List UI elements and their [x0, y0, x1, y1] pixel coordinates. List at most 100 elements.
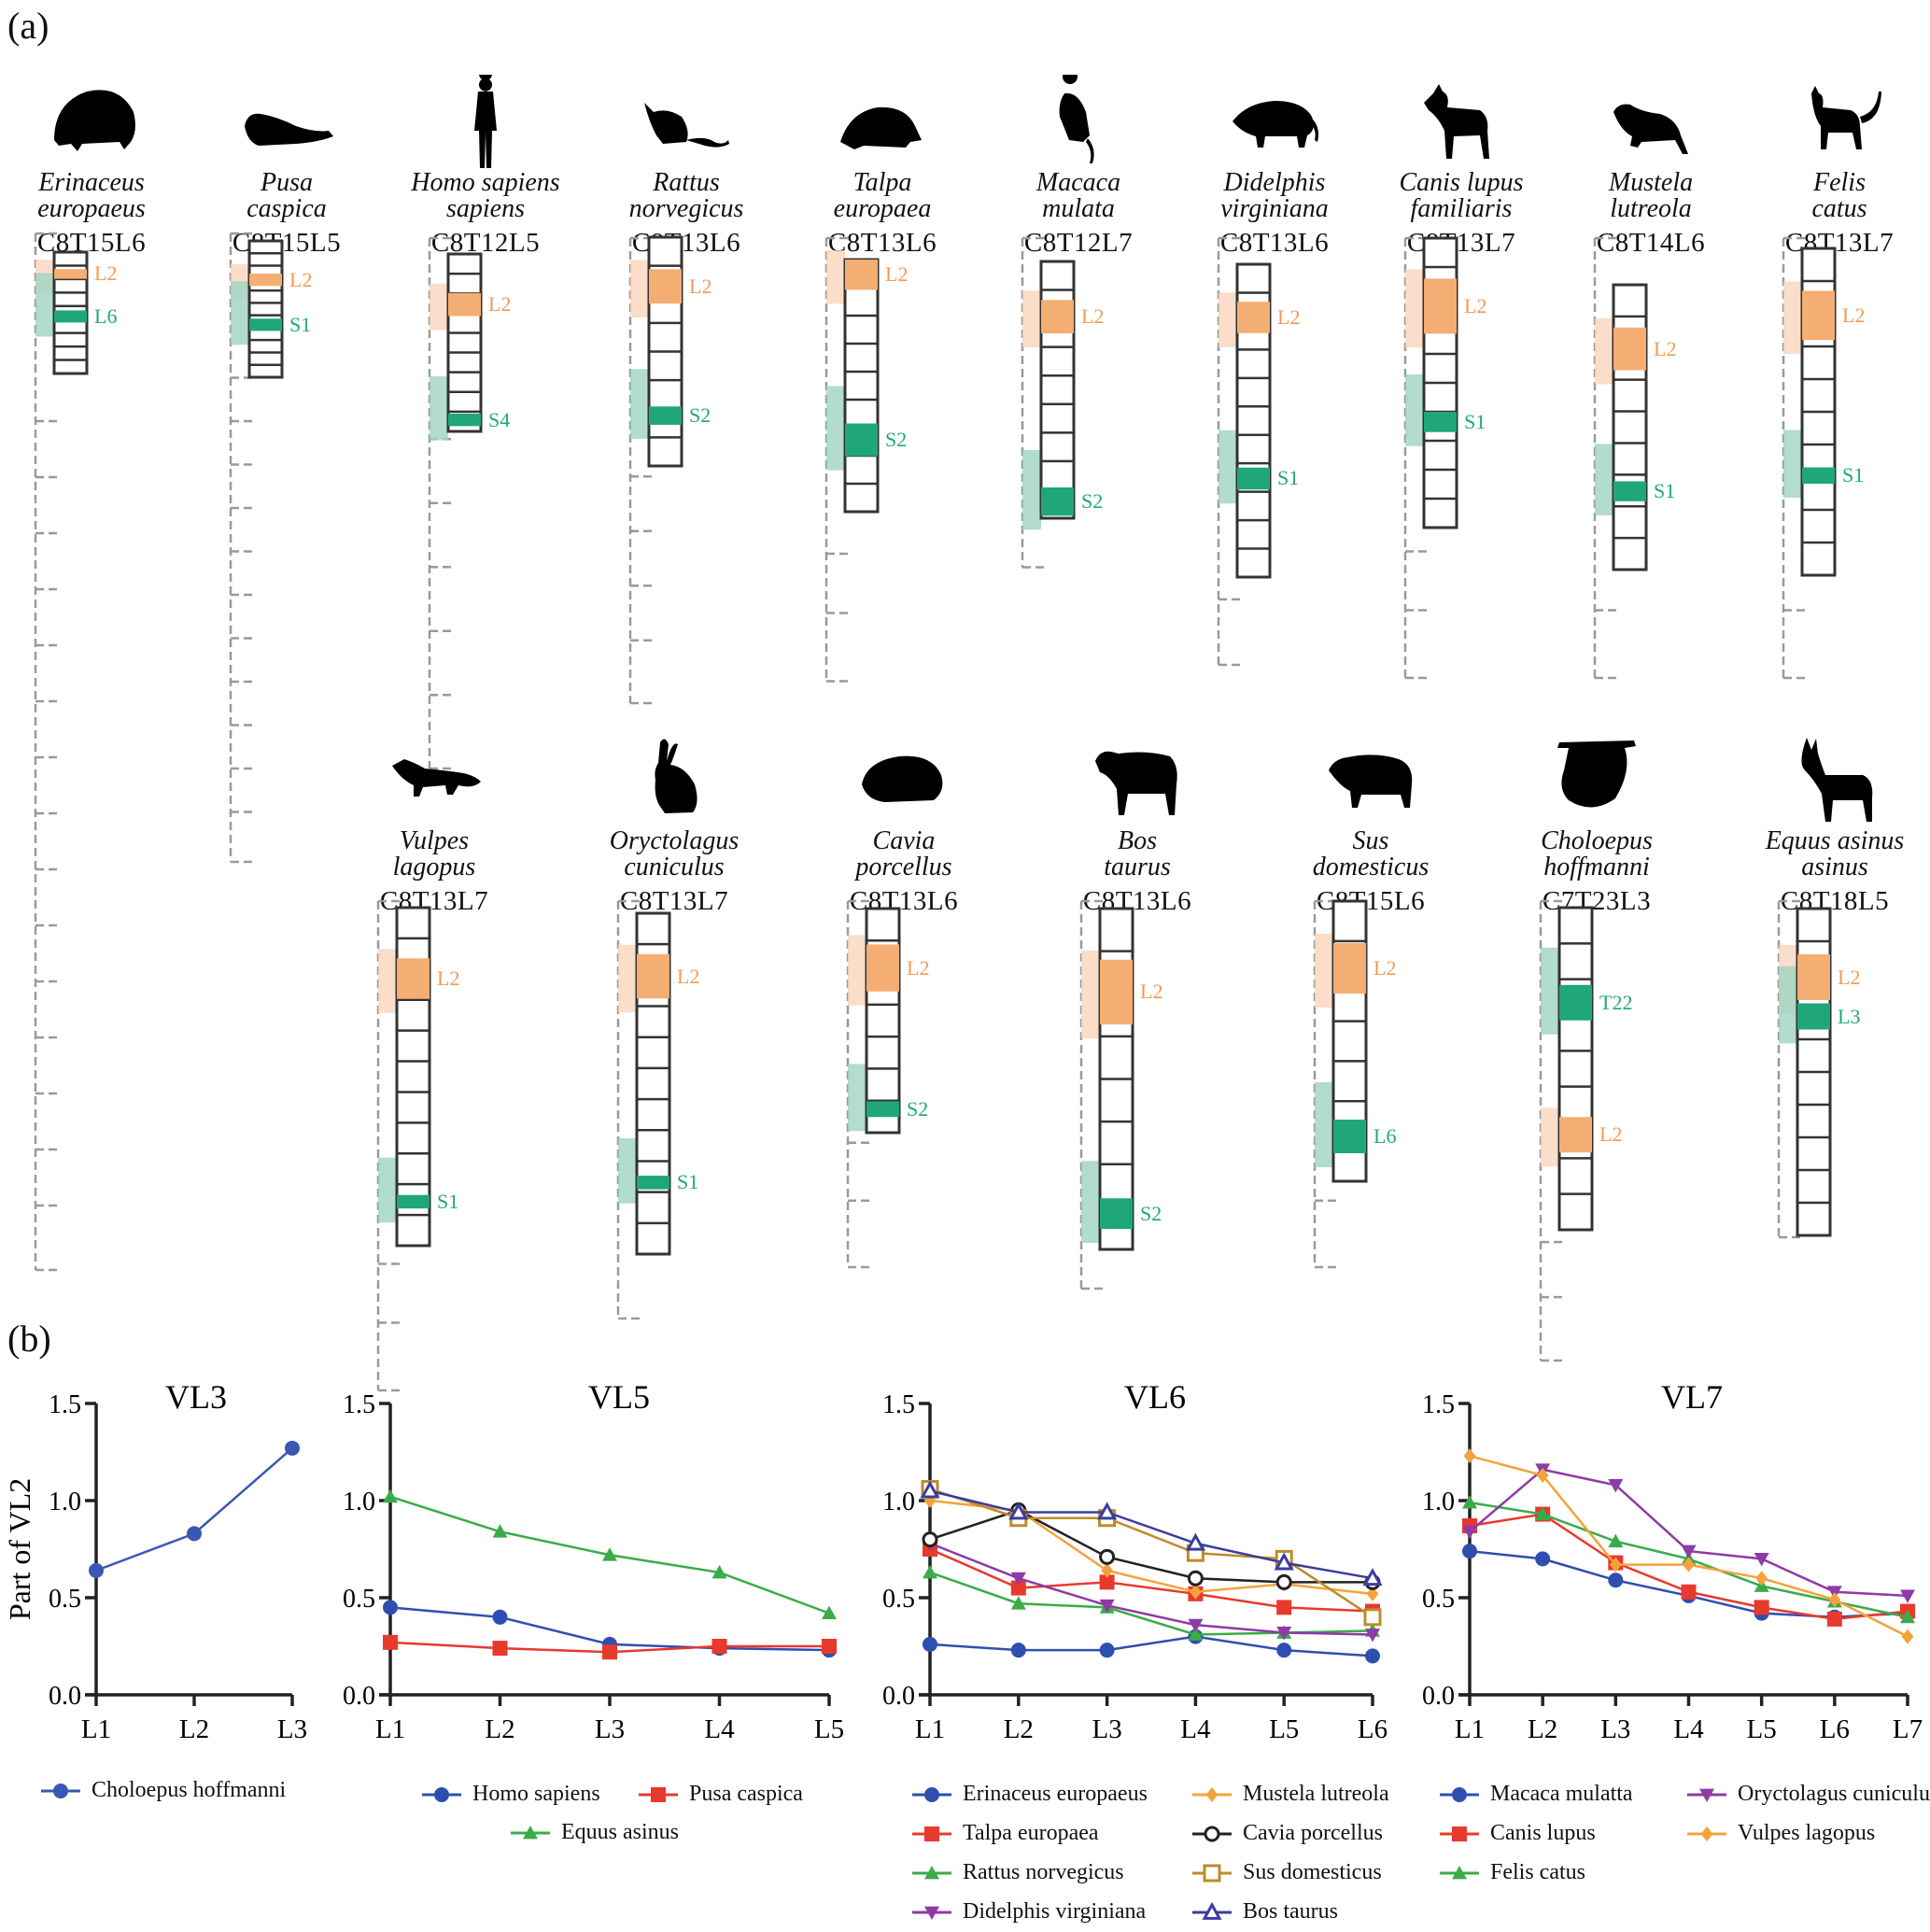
legend-marker-icon: [1687, 1788, 1726, 1802]
data-point: [1362, 1568, 1383, 1586]
legend-label: Mustela lutreola: [1243, 1782, 1389, 1806]
data-point: [1754, 1553, 1769, 1567]
legend-marker-icon: [639, 1786, 678, 1802]
x-tick-label: L7: [1893, 1714, 1923, 1744]
segment-label: L2: [94, 261, 118, 286]
species-name-line2: familiaris: [1410, 194, 1513, 223]
data-point: [1010, 1580, 1026, 1596]
legend-marker-icon: [1192, 1826, 1232, 1841]
series-equus-asinus: [383, 1488, 837, 1620]
data-point: [1828, 1592, 1841, 1608]
species-name: Homo sapiens: [411, 168, 560, 197]
legend-item: Oryctolagus cuniculus: [1685, 1782, 1930, 1807]
series-line: [95, 1446, 293, 1572]
x-tick-label: L5: [1269, 1714, 1299, 1744]
data-point: [492, 1641, 508, 1657]
segment-label: L2: [1081, 304, 1105, 329]
data-point: [187, 1526, 202, 1542]
data-point: [1188, 1627, 1204, 1641]
legend-item: Choloepus hoffmanni: [39, 1778, 286, 1803]
legend-label: Pusa caspica: [689, 1782, 803, 1806]
opossum-icon: [1172, 65, 1377, 168]
series-choloepus-hoffmanni: [89, 1440, 300, 1578]
chart-vl5: VL5 0.0 0.5 1.0 1.5 L1 L2 L3 L4 L5: [343, 1378, 844, 1744]
species-name: Sus: [1352, 826, 1389, 855]
mink-icon: [1548, 65, 1754, 168]
series-didelphis-virginiana: [923, 1537, 1380, 1643]
segment-label: L2: [1140, 980, 1163, 1004]
data-point: [711, 1639, 727, 1654]
legend-marker-icon: [422, 1786, 461, 1802]
data-point: [1276, 1600, 1292, 1615]
data-point: [1185, 1532, 1205, 1551]
x-tick-label: L3: [1092, 1714, 1121, 1744]
data-point: [1101, 1562, 1113, 1578]
data-point: [383, 1634, 398, 1650]
y-tick-label: 1.5: [49, 1390, 81, 1419]
data-point: [53, 1783, 68, 1798]
legend-marker-icon: [1440, 1865, 1479, 1879]
species-name: Vulpes: [399, 826, 470, 855]
chart-title: VL7: [1661, 1378, 1723, 1416]
species-name: Equus asinus: [1765, 826, 1905, 855]
data-point: [89, 1562, 104, 1578]
x-tick-label: L2: [1528, 1714, 1557, 1744]
legend-marker-icon: [1440, 1826, 1479, 1841]
segment-label: L2: [689, 274, 712, 298]
data-point: [1535, 1506, 1551, 1520]
species-name-line2: virginiana: [1220, 194, 1329, 223]
legend-marker-icon: [912, 1786, 951, 1802]
segment-label: S1: [289, 312, 312, 336]
rabbit-icon: [571, 724, 777, 826]
species-name-line2: domesticus: [1312, 853, 1430, 881]
species-header-talpa: Talpa europaea C8T13L6: [780, 65, 985, 259]
data-point: [1700, 1826, 1713, 1841]
legend-label: Canis lupus: [1490, 1821, 1596, 1845]
data-point: [1462, 1544, 1477, 1559]
data-point: [923, 1564, 937, 1579]
data-point: [1204, 1826, 1220, 1841]
data-point: [1205, 1786, 1219, 1802]
x-tick-label: L6: [1358, 1714, 1388, 1744]
data-point: [822, 1639, 837, 1654]
series-pusa-caspica: [383, 1634, 837, 1660]
data-point: [1826, 1611, 1842, 1627]
data-point: [492, 1609, 508, 1625]
x-tick-label: L1: [1455, 1714, 1485, 1744]
chart-vl7: VL7 0.0 0.5 1.0 1.5 L1 L2 L3 L4 L5 L6 L7: [1422, 1378, 1923, 1744]
x-tick-label: L5: [1747, 1714, 1777, 1744]
x-tick-label: L1: [81, 1714, 111, 1744]
legend-label: Cavia porcellus: [1243, 1821, 1383, 1845]
data-point: [1275, 1573, 1292, 1590]
species-name: Macaca: [1035, 168, 1121, 197]
legend-item: Didelphis virginiana: [910, 1899, 1146, 1925]
y-tick-label: 0.0: [882, 1682, 915, 1711]
species-name: Erinaceus: [38, 168, 145, 197]
data-point: [1365, 1629, 1380, 1643]
chart-vl6: VL6 0.0 0.5 1.0 1.5 L1 L2 L3 L4 L5 L6: [882, 1378, 1388, 1744]
series-line: [929, 1488, 1374, 1618]
data-point: [434, 1786, 449, 1802]
species-header-macaca: Macaca mulata C8T12L7: [976, 65, 1181, 259]
series-bos-taurus: [920, 1480, 1383, 1586]
species-name: Oryctolagus: [609, 826, 740, 855]
segment-label: S1: [1842, 463, 1865, 487]
data-point: [1276, 1627, 1292, 1641]
data-point: [383, 1488, 398, 1503]
segment-label: L2: [1842, 303, 1866, 327]
species-name: Rattus: [653, 168, 720, 197]
guinea-pig-icon: [801, 724, 1007, 826]
data-point: [1755, 1571, 1768, 1586]
segment-label: S2: [1081, 489, 1104, 514]
y-tick-label: 1.0: [343, 1488, 375, 1516]
x-tick-label: L2: [1004, 1714, 1034, 1744]
data-point: [1699, 1788, 1714, 1802]
legend-marker-icon: [1192, 1901, 1232, 1920]
segment-label: L2: [488, 292, 512, 317]
species-name: Talpa: [852, 168, 912, 197]
data-point: [1754, 1600, 1769, 1615]
series-sus-domesticus: [921, 1480, 1382, 1627]
segment-label: L2: [1599, 1122, 1623, 1147]
species-header-didelphis: Didelphis virginiana C8T13L6: [1172, 65, 1377, 259]
data-point: [1900, 1589, 1915, 1603]
